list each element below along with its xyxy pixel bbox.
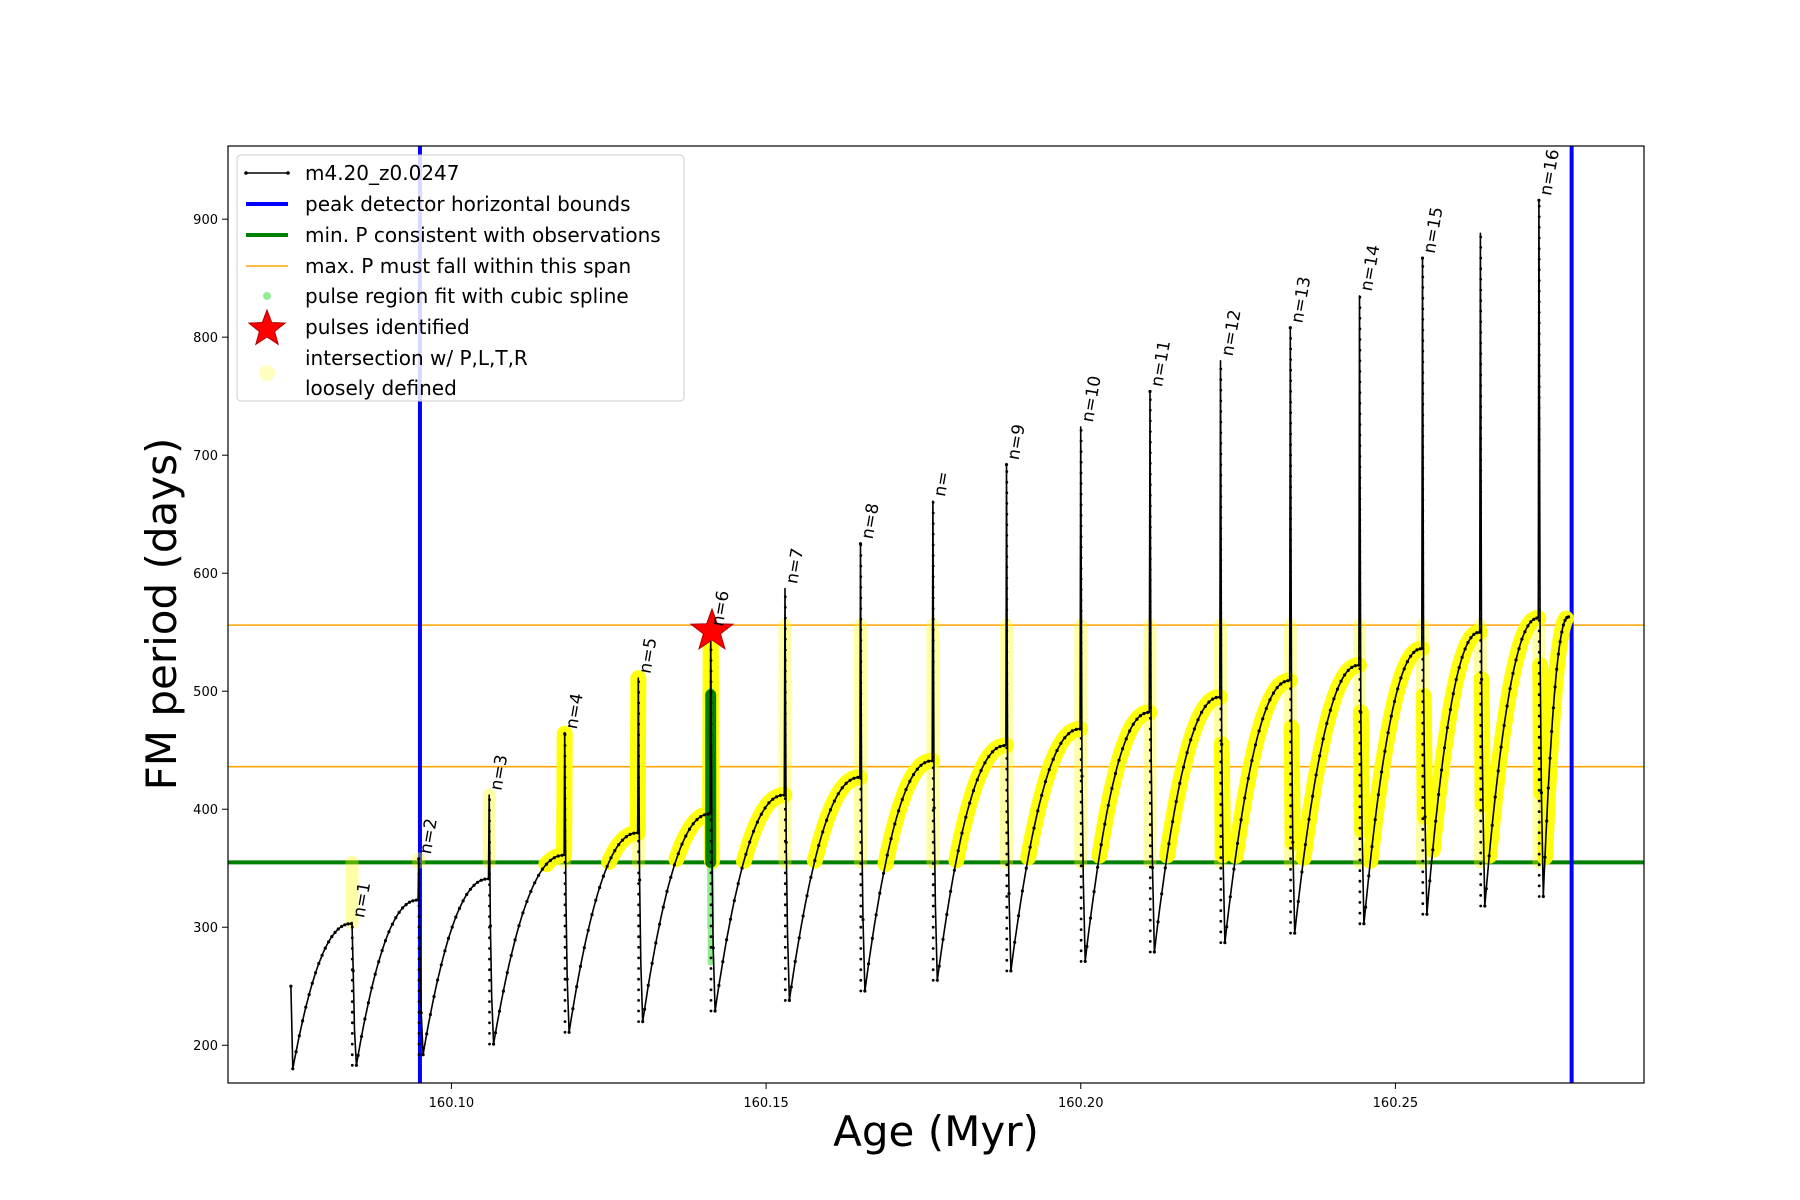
legend-label-1: peak detector horizontal bounds — [305, 192, 631, 216]
legend-label-4: pulse region fit with cubic spline — [305, 284, 629, 308]
y-tick-label-3: 500 — [193, 685, 218, 700]
pulse-label-9: n=9 — [1004, 423, 1030, 462]
intersection-segment-315 — [1424, 624, 1488, 858]
legend-label-6: intersection w/ P,L,T,R — [305, 346, 528, 370]
pulse-label-12: n=12 — [1218, 308, 1246, 357]
y-tick-label-7: 900 — [193, 213, 218, 228]
legend-marker-model-dot-a — [244, 171, 248, 175]
pulse-label-14: n=14 — [1357, 243, 1385, 292]
legend-label-5: pulses identified — [305, 315, 470, 339]
identified-pulses — [689, 607, 735, 651]
pulse-label-10: n=10 — [1078, 374, 1106, 423]
y-tick-label-5: 700 — [193, 449, 218, 464]
intersection-segment-255 — [948, 737, 1014, 869]
plot-frame — [227, 145, 1645, 1084]
x-tick-label-2: 160.20 — [1058, 1096, 1104, 1111]
intersection-segment-212 — [735, 787, 793, 869]
legend-marker-intersection — [259, 365, 275, 381]
y-tick-label-0: 200 — [193, 1039, 218, 1054]
legend-box — [236, 154, 685, 402]
x-tick-label-0: 160.10 — [429, 1096, 475, 1111]
pulse-label-13: n=13 — [1288, 275, 1316, 324]
x-axis-label: Age (Myr) — [833, 1107, 1039, 1156]
legend-label-0: m4.20_z0.0247 — [305, 161, 460, 185]
intersection-region — [345, 610, 1574, 930]
model-track — [289, 198, 1571, 1071]
legend-marker-model-dot-b — [286, 171, 290, 175]
intersection-segment-296 — [1227, 672, 1298, 864]
pulse-label-11: n=11 — [1147, 339, 1175, 388]
legend-label-3: max. P must fall within this span — [305, 254, 631, 278]
y-tick-label-1: 300 — [193, 921, 218, 936]
intersection-segment-278 — [1091, 704, 1158, 864]
intersection-segment-267 — [1020, 721, 1089, 866]
y-axis-label: FM period (days) — [137, 438, 186, 791]
y-tick-label-6: 800 — [193, 331, 218, 346]
y-tick-label-2: 400 — [193, 803, 218, 818]
x-tick-label-1: 160.15 — [743, 1096, 789, 1111]
intersection-segment-288 — [1159, 689, 1228, 864]
pulse-label-17: n=16 — [1536, 148, 1564, 197]
intersection-segment-320 — [1481, 610, 1547, 864]
intersection-segment-228 — [806, 769, 868, 869]
pulse-label-7: n=8 — [858, 502, 884, 541]
pulse-label-4: n=5 — [636, 636, 662, 675]
legend-label-6-line2: loosely defined — [305, 376, 457, 400]
intersection-segment-303 — [1295, 657, 1367, 866]
legend-marker-star — [247, 308, 287, 346]
pulse-label-2: n=3 — [486, 753, 512, 792]
x-tick-label-3: 160.25 — [1373, 1096, 1419, 1111]
pulse-label-6: n=7 — [782, 547, 808, 586]
legend-label-2: min. P consistent with observations — [305, 223, 661, 247]
pulse-label-15: n=15 — [1420, 206, 1448, 255]
pulse-identified-star-0 — [689, 607, 735, 651]
axis-ticks: 160.10 160.15 160.20 160.25 200 300 400 500 600 7… — [193, 213, 1418, 1111]
legend-marker-spline — [263, 292, 271, 300]
plot-area — [228, 146, 1644, 1083]
intersection-segment-309 — [1362, 640, 1430, 869]
pulse-label-3: n=4 — [562, 692, 588, 731]
intersection-segment-242 — [877, 752, 941, 872]
y-tick-label-4: 600 — [193, 567, 218, 582]
pulse-label-5: n=6 — [708, 589, 734, 628]
pulse-label-8: n= — [930, 470, 954, 498]
